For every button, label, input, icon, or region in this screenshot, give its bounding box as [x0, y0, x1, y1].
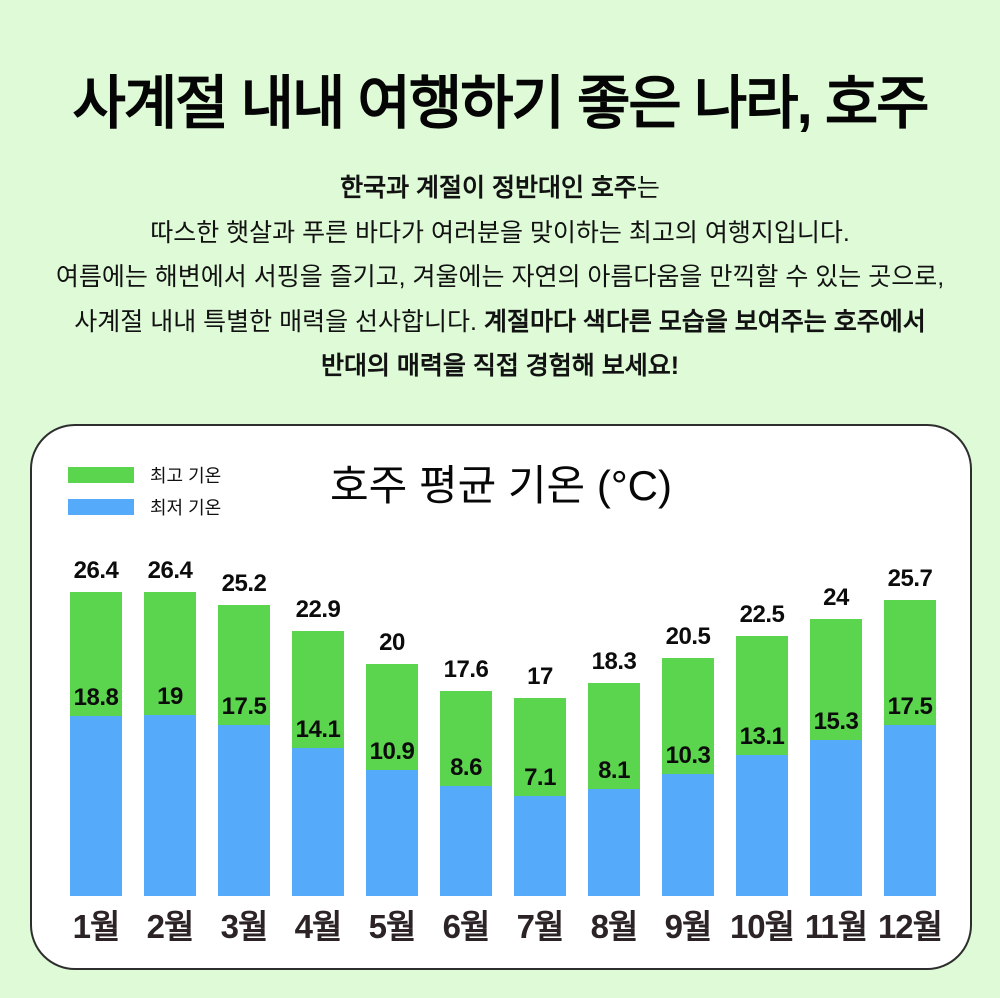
bar-group-month-2: 26.4 19 [144, 552, 196, 896]
bar-group-month-1: 26.4 18.8 [70, 552, 122, 896]
month-axis-label: 8월 [590, 908, 639, 945]
bar-group-month-8: 18.3 8.1 [588, 643, 640, 896]
month-axis-label: 2월 [146, 908, 195, 945]
max-temp-value-label: 26.4 [73, 557, 119, 584]
max-temp-value-label: 22.5 [739, 601, 785, 628]
min-temp-value-label: 19 [157, 683, 183, 710]
bar-group-month-7: 17 7.1 [514, 658, 566, 896]
legend-label-min: 최저 기온 [150, 498, 222, 518]
min-temp-bar [514, 796, 566, 896]
max-temp-value-label: 20 [379, 629, 405, 656]
max-temp-value-label: 18.3 [591, 648, 637, 675]
max-temp-value-label: 17.6 [443, 656, 489, 683]
min-temp-value-label: 8.6 [450, 754, 482, 781]
page-title: 사계절 내내 여행하기 좋은 나라, 호주 [72, 71, 929, 136]
min-temp-value-label: 18.8 [73, 684, 119, 711]
month-axis-label: 11월 [804, 908, 868, 945]
legend-swatch-max [68, 467, 134, 483]
min-temp-bar [736, 755, 788, 896]
legend-item-min: 최저 기온 [68, 494, 221, 520]
min-temp-bar [292, 748, 344, 896]
max-temp-value-label: 25.7 [887, 565, 933, 592]
intro-line-2: 따스한 햇살과 푸른 바다가 여러분을 맞이하는 최고의 여행지입니다. [150, 218, 850, 247]
min-temp-value-label: 14.1 [295, 716, 341, 743]
month-axis-label: 3월 [220, 908, 269, 945]
min-temp-value-label: 15.3 [813, 708, 859, 735]
min-temp-value-label: 13.1 [739, 723, 785, 750]
month-axis-label: 1월 [72, 908, 121, 945]
intro-line-1-bold: 한국과 계절이 정반대인 호주 [340, 174, 637, 202]
month-axis-label: 4월 [294, 908, 343, 945]
min-temp-value-label: 10.3 [665, 742, 711, 769]
max-temp-value-label: 17 [527, 663, 553, 690]
min-temp-value-label: 17.5 [887, 693, 933, 720]
min-temp-bar [440, 786, 492, 896]
chart-title: 호주 평균 기온 (°C) [330, 462, 672, 509]
intro-line-5: 반대의 매력을 직접 경험해 보세요! [320, 352, 680, 380]
min-temp-bar [70, 716, 122, 896]
bar-group-month-12: 25.7 17.5 [884, 560, 936, 896]
chart-card: 최고 기온 최저 기온 호주 평균 기온 (°C) 26.4 18.8 1월 26.4… [30, 424, 972, 970]
min-temp-value-label: 8.1 [598, 757, 630, 784]
bar-group-month-11: 24 15.3 [810, 579, 862, 896]
min-temp-bar [218, 725, 270, 896]
intro-paragraph: 한국과 계절이 정반대인 호주는 따스한 햇살과 푸른 바다가 여러분을 맞이하… [0, 166, 1000, 389]
month-axis-label: 6월 [442, 908, 491, 945]
max-temp-value-label: 26.4 [147, 557, 193, 584]
intro-line-1: 한국과 계절이 정반대인 호주는 [0, 166, 1000, 211]
bar-group-month-4: 22.9 14.1 [292, 591, 344, 896]
bar-group-month-5: 20 10.9 [366, 624, 418, 896]
min-temp-value-label: 7.1 [524, 764, 556, 791]
intro-line-1-regular: 는 [636, 174, 660, 202]
max-temp-value-label: 24 [823, 584, 849, 611]
intro-line-4-bold: 계절마다 색다른 모습을 보여주는 호주에서 [483, 307, 926, 336]
min-temp-value-label: 10.9 [369, 738, 415, 765]
min-temp-bar [144, 715, 196, 896]
min-temp-value-label: 17.5 [221, 693, 267, 720]
bar-group-month-3: 25.2 17.5 [218, 565, 270, 896]
min-temp-bar [366, 770, 418, 896]
month-axis-label: 9월 [664, 908, 713, 945]
bar-group-month-10: 22.5 13.1 [736, 596, 788, 896]
min-temp-bar [662, 774, 714, 896]
intro-line-4-regular: 사계절 내내 특별한 매력을 선사합니다. [74, 307, 484, 336]
min-temp-bar [810, 740, 862, 896]
bar-plot-area: 26.4 18.8 1월 26.4 19 2월 25.2 17.5 3월 22.9 14.1 4월 20… [32, 426, 970, 968]
month-axis-label: 10월 [729, 908, 795, 945]
month-axis-label: 7월 [516, 908, 565, 945]
bar-group-month-9: 20.5 10.3 [662, 618, 714, 896]
legend-item-max: 최고 기온 [68, 462, 221, 488]
intro-line-4: 사계절 내내 특별한 매력을 선사합니다. 계절마다 색다른 모습을 보여주는 … [0, 300, 1000, 345]
legend-label-max: 최고 기온 [150, 466, 222, 486]
min-temp-bar [588, 789, 640, 896]
legend-swatch-min [68, 499, 134, 515]
max-temp-value-label: 20.5 [665, 623, 711, 650]
month-axis-label: 12월 [877, 908, 943, 945]
bar-group-month-6: 17.6 8.6 [440, 651, 492, 896]
min-temp-bar [884, 725, 936, 896]
max-temp-value-label: 22.9 [295, 596, 341, 623]
chart-legend: 최고 기온 최저 기온 [68, 462, 221, 520]
max-temp-value-label: 25.2 [221, 570, 267, 597]
intro-line-3: 여름에는 해변에서 서핑을 즐기고, 겨울에는 자연의 아름다움을 만끽할 수 … [55, 263, 945, 291]
month-axis-label: 5월 [368, 908, 417, 945]
